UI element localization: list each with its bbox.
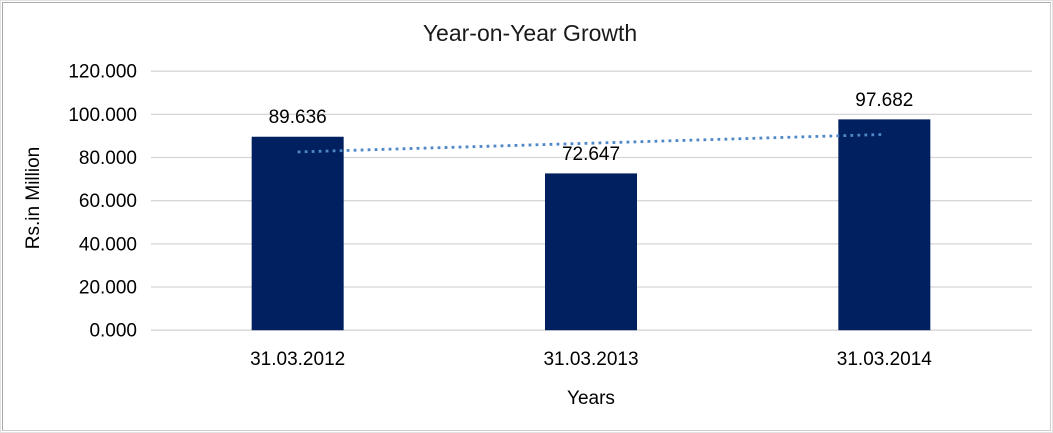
y-axis-tick-labels: 0.000 20.000 40.000 60.000 80.000 100.000 120.… (68, 62, 137, 342)
x-axis-category-labels: 31.03.2012 31.03.2013 31.03.2014 (250, 349, 932, 370)
y-tick-label: 60.000 (79, 191, 137, 212)
x-category-label: 31.03.2013 (543, 349, 638, 370)
bar-31.03.2012[interactable] (251, 136, 344, 331)
data-label: 72.647 (562, 144, 620, 165)
y-axis-title: Rs.in Million (23, 147, 44, 249)
bar-series (251, 119, 931, 331)
y-tick-label: 80.000 (79, 148, 137, 169)
bar-31.03.2014[interactable] (838, 119, 931, 331)
x-category-label: 31.03.2012 (250, 349, 345, 370)
data-label: 97.682 (855, 90, 913, 111)
y-tick-label: 20.000 (79, 278, 137, 299)
x-axis-title: Years (567, 388, 615, 409)
data-labels: 89.636 72.647 97.682 (269, 90, 914, 165)
bar-31.03.2013[interactable] (545, 173, 637, 331)
chart-title: Year-on-Year Growth (423, 20, 637, 46)
y-tick-label: 40.000 (79, 234, 137, 255)
data-label: 89.636 (269, 107, 327, 128)
x-category-label: 31.03.2014 (837, 349, 933, 370)
y-tick-label: 120.000 (68, 62, 137, 83)
y-tick-label: 100.000 (68, 105, 137, 126)
y-tick-label: 0.000 (89, 321, 137, 342)
